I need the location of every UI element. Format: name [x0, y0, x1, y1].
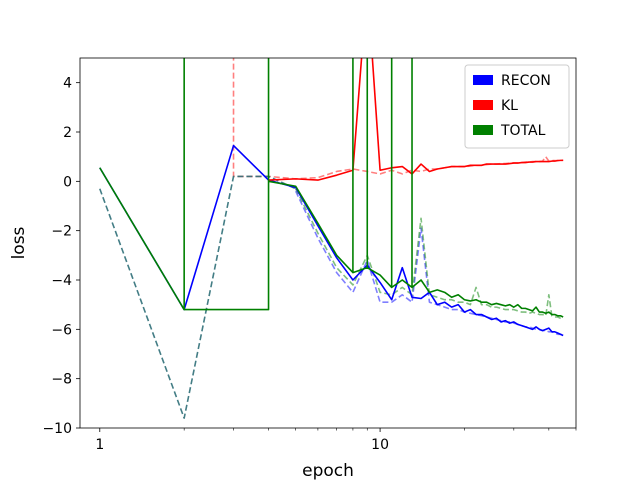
- y-tick-label: −6: [51, 322, 72, 338]
- legend-swatch-kl: [473, 100, 493, 110]
- y-axis-label: loss: [9, 226, 29, 259]
- series-layer: [99, 58, 564, 419]
- y-tick-label: −10: [42, 421, 72, 437]
- x-tick-label: 10: [371, 437, 389, 453]
- legend-label-recon: RECON: [501, 73, 551, 89]
- y-tick-label: 4: [63, 76, 72, 92]
- series-line-reference-5-dashed: [294, 188, 564, 321]
- legend-label-total: TOTAL: [500, 123, 546, 139]
- x-tick-label: 1: [95, 437, 104, 453]
- y-tick-label: 2: [63, 125, 72, 141]
- legend-swatch-recon: [473, 75, 493, 85]
- series-line-kl: [268, 58, 564, 181]
- series-line-reference-6-dashed: [99, 175, 297, 419]
- x-axis-label: epoch: [302, 461, 354, 480]
- series-line-recon: [99, 144, 564, 337]
- y-tick-label: −2: [51, 224, 72, 240]
- plot-frame: [79, 57, 577, 429]
- legend-label-kl: KL: [501, 98, 518, 114]
- series-line-total: [99, 58, 564, 318]
- y-tick-label: −4: [51, 273, 72, 289]
- legend: RECON KL TOTAL: [464, 64, 570, 149]
- series-line-reference-3-dashed: [294, 190, 564, 337]
- y-tick-label: 0: [63, 174, 72, 190]
- x-axis: 1 10: [95, 428, 577, 453]
- y-axis: −10 −8 −6 −4 −2 0 2 4: [42, 76, 80, 437]
- legend-swatch-total: [473, 125, 493, 135]
- y-tick-label: −8: [51, 372, 72, 388]
